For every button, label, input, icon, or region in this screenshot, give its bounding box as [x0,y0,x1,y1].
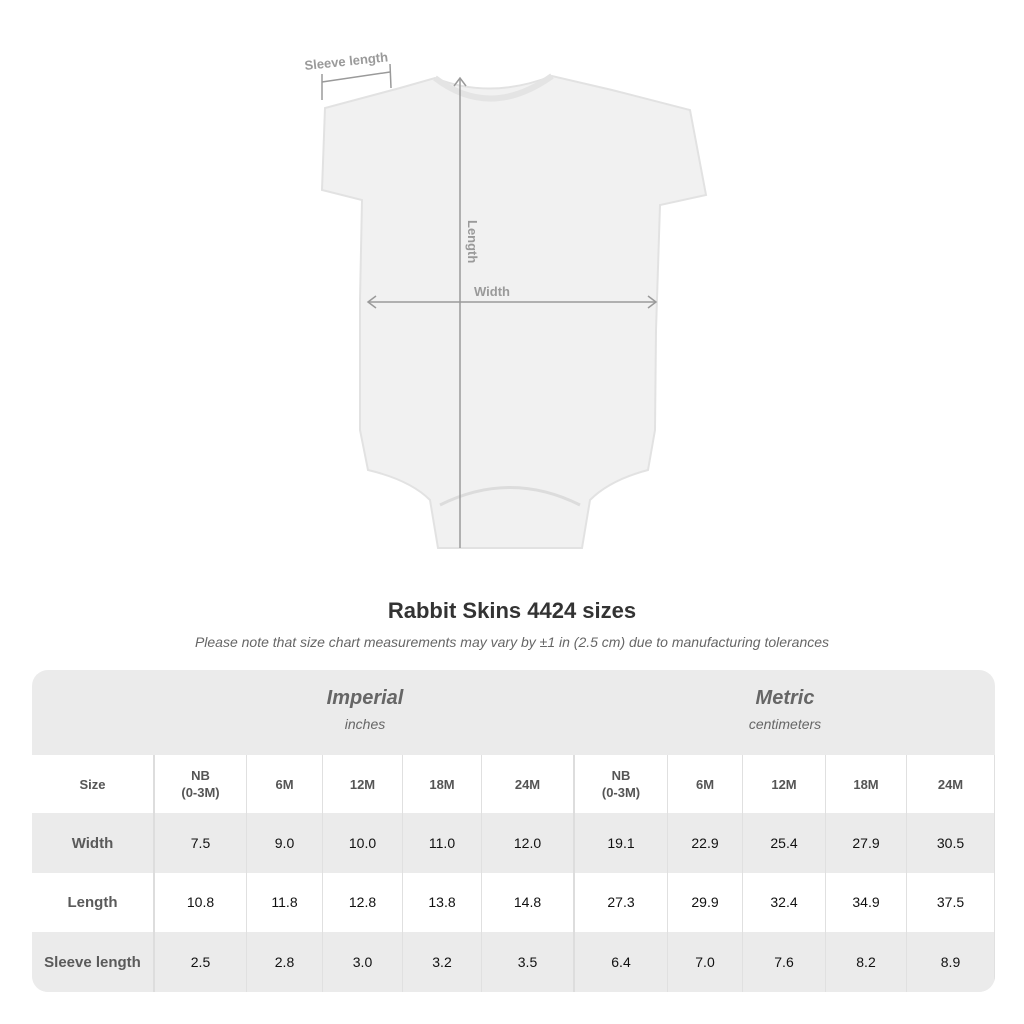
imperial-value-cell: 12.0 [482,813,575,873]
size-name: 6M [275,776,294,792]
metric-value-cell: 19.1 [575,813,668,873]
row-label: Length [32,873,155,932]
imperial-value-cell: 9.0 [247,813,323,873]
length-label: Length [465,220,480,263]
metric-value-cell: 22.9 [668,813,743,873]
metric-value-cell: 29.9 [668,873,743,932]
size-column-header: 6M [668,755,743,813]
metric-unit: centimeters [748,716,822,732]
imperial-value-cell: 14.8 [482,873,575,932]
size-range: (0-3M) [601,785,641,800]
metric-value-cell: 27.9 [826,813,907,873]
imperial-title: Imperial [326,687,404,709]
size-column-header: NB (0-3M) [155,755,247,813]
size-name: NB [191,768,210,783]
size-column-header: 12M [323,755,403,813]
size-name: 12M [349,776,376,792]
metric-value-cell: 30.5 [907,813,995,873]
metric-value-cell: 25.4 [743,813,826,873]
size-column-header: 6M [247,755,323,813]
imperial-value-cell: 11.0 [403,813,482,873]
size-name: 18M [429,776,455,792]
page-title: Rabbit Skins 4424 sizes [387,598,637,623]
sleeve-length-label: Sleeve length [304,49,389,73]
metric-value-cell: 6.4 [575,932,668,992]
imperial-header: Imperial inches [155,670,575,755]
imperial-value-cell: 2.5 [155,932,247,992]
imperial-value-cell: 11.8 [247,873,323,932]
size-name: 12M [771,776,797,792]
size-name: 6M [695,776,715,792]
size-column-header: 24M [482,755,575,813]
size-column-header: 18M [826,755,907,813]
imperial-value-cell: 13.8 [403,873,482,932]
size-name: 24M [937,776,964,792]
size-name: 18M [853,776,879,792]
imperial-value-cell: 10.8 [155,873,247,932]
table-row: Width 7.5 9.0 10.0 11.0 12.0 19.1 22.9 25.4 27.9 3… [32,813,995,873]
imperial-value-cell: 12.8 [323,873,403,932]
size-column-header: 24M [907,755,995,813]
size-column-header: 12M [743,755,826,813]
metric-value-cell: 8.2 [826,932,907,992]
imperial-value-cell: 7.5 [155,813,247,873]
row-label: Sleeve length [32,932,155,992]
row-label: Width [32,813,155,873]
onesie-diagram: Sleeve length Length Width [304,49,708,549]
imperial-unit: inches [344,716,386,732]
width-label: Width [474,284,510,299]
table-row: Length 10.8 11.8 12.8 13.8 14.8 27.3 29.9 32.4 34… [32,873,995,932]
metric-title: Metric [755,687,815,709]
size-column-header: 18M [403,755,482,813]
onesie-collar [433,73,554,102]
tolerance-note: Please note that size chart measurements… [194,634,830,650]
metric-value-cell: 32.4 [743,873,826,932]
onesie-snap-flap [439,486,581,507]
metric-value-cell: 34.9 [826,873,907,932]
imperial-value-cell: 3.0 [323,932,403,992]
size-table: Imperial inches Metric centimeters Size N… [32,670,995,992]
imperial-value-cell: 10.0 [323,813,403,873]
imperial-value-cell: 3.2 [403,932,482,992]
imperial-value-cell: 3.5 [482,932,575,992]
metric-value-cell: 7.6 [743,932,826,992]
table-row: Sleeve length 2.5 2.8 3.0 3.2 3.5 6.4 7.0 7.6 8.2… [32,932,995,992]
onesie-garment [320,74,708,549]
imperial-value-cell: 2.8 [247,932,323,992]
size-name: 24M [514,776,541,792]
metric-value-cell: 37.5 [907,873,995,932]
metric-header: Metric centimeters [575,670,995,755]
metric-value-cell: 8.9 [907,932,995,992]
metric-value-cell: 27.3 [575,873,668,932]
row-label: Size [32,755,155,813]
size-range: (0-3M) [181,785,220,800]
size-column-header: NB (0-3M) [575,755,668,813]
metric-value-cell: 7.0 [668,932,743,992]
size-name: NB [611,768,631,783]
sleeve-measure-line [321,71,391,83]
size-header-row: Size NB (0-3M) 6M 12M 18M 24M NB (0-3M) 6M 12M 18M 2… [32,755,995,813]
